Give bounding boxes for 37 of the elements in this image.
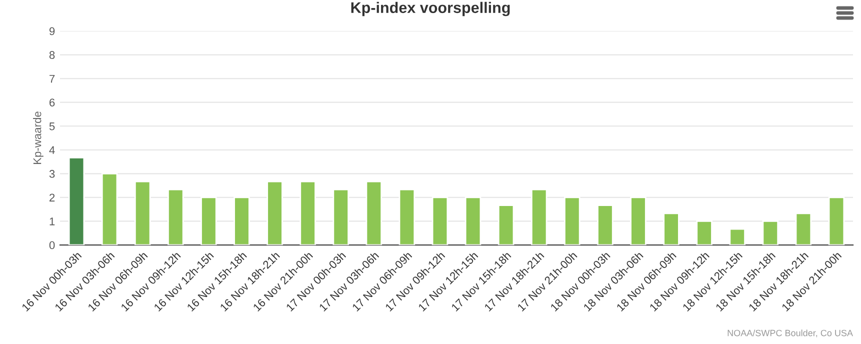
- bar: [530, 188, 548, 245]
- bar: [134, 180, 151, 245]
- y-axis-title: Kp-waarde: [33, 112, 44, 164]
- y-tick-label: 5: [49, 122, 55, 130]
- bar: [498, 204, 514, 245]
- bar: [630, 196, 646, 245]
- text: NOAA/SWPC Boulder, Co USA: [728, 330, 853, 338]
- y-tick-label: 4: [49, 146, 55, 154]
- bar: [696, 220, 712, 245]
- bar: [432, 196, 448, 245]
- bar: [101, 172, 118, 245]
- bar: [200, 196, 217, 245]
- bar: [762, 220, 779, 245]
- y-tick-label: 3: [49, 170, 55, 178]
- bar: [234, 196, 250, 245]
- bar: [300, 180, 316, 245]
- bar: [266, 180, 283, 245]
- bar: [332, 188, 349, 245]
- bar: [366, 180, 382, 245]
- bar: [795, 212, 812, 245]
- bar: [828, 196, 845, 245]
- bar: [68, 157, 85, 245]
- y-tick-label: 9: [49, 27, 55, 36]
- y-tick-label: 7: [50, 74, 55, 83]
- bar: [564, 196, 580, 245]
- bar: [398, 188, 416, 245]
- bar: [597, 204, 614, 245]
- y-tick-label: 2: [50, 194, 55, 202]
- y-tick-label: 1: [50, 218, 55, 226]
- bar: [729, 228, 746, 245]
- bar: [168, 188, 184, 245]
- chart-title: Kp-index voorspelling: [351, 2, 510, 16]
- bar: [663, 212, 680, 245]
- y-tick-label: 8: [49, 51, 55, 59]
- y-tick-label: 0: [49, 241, 55, 250]
- bar: [464, 196, 482, 245]
- y-tick-label: 6: [50, 98, 55, 106]
